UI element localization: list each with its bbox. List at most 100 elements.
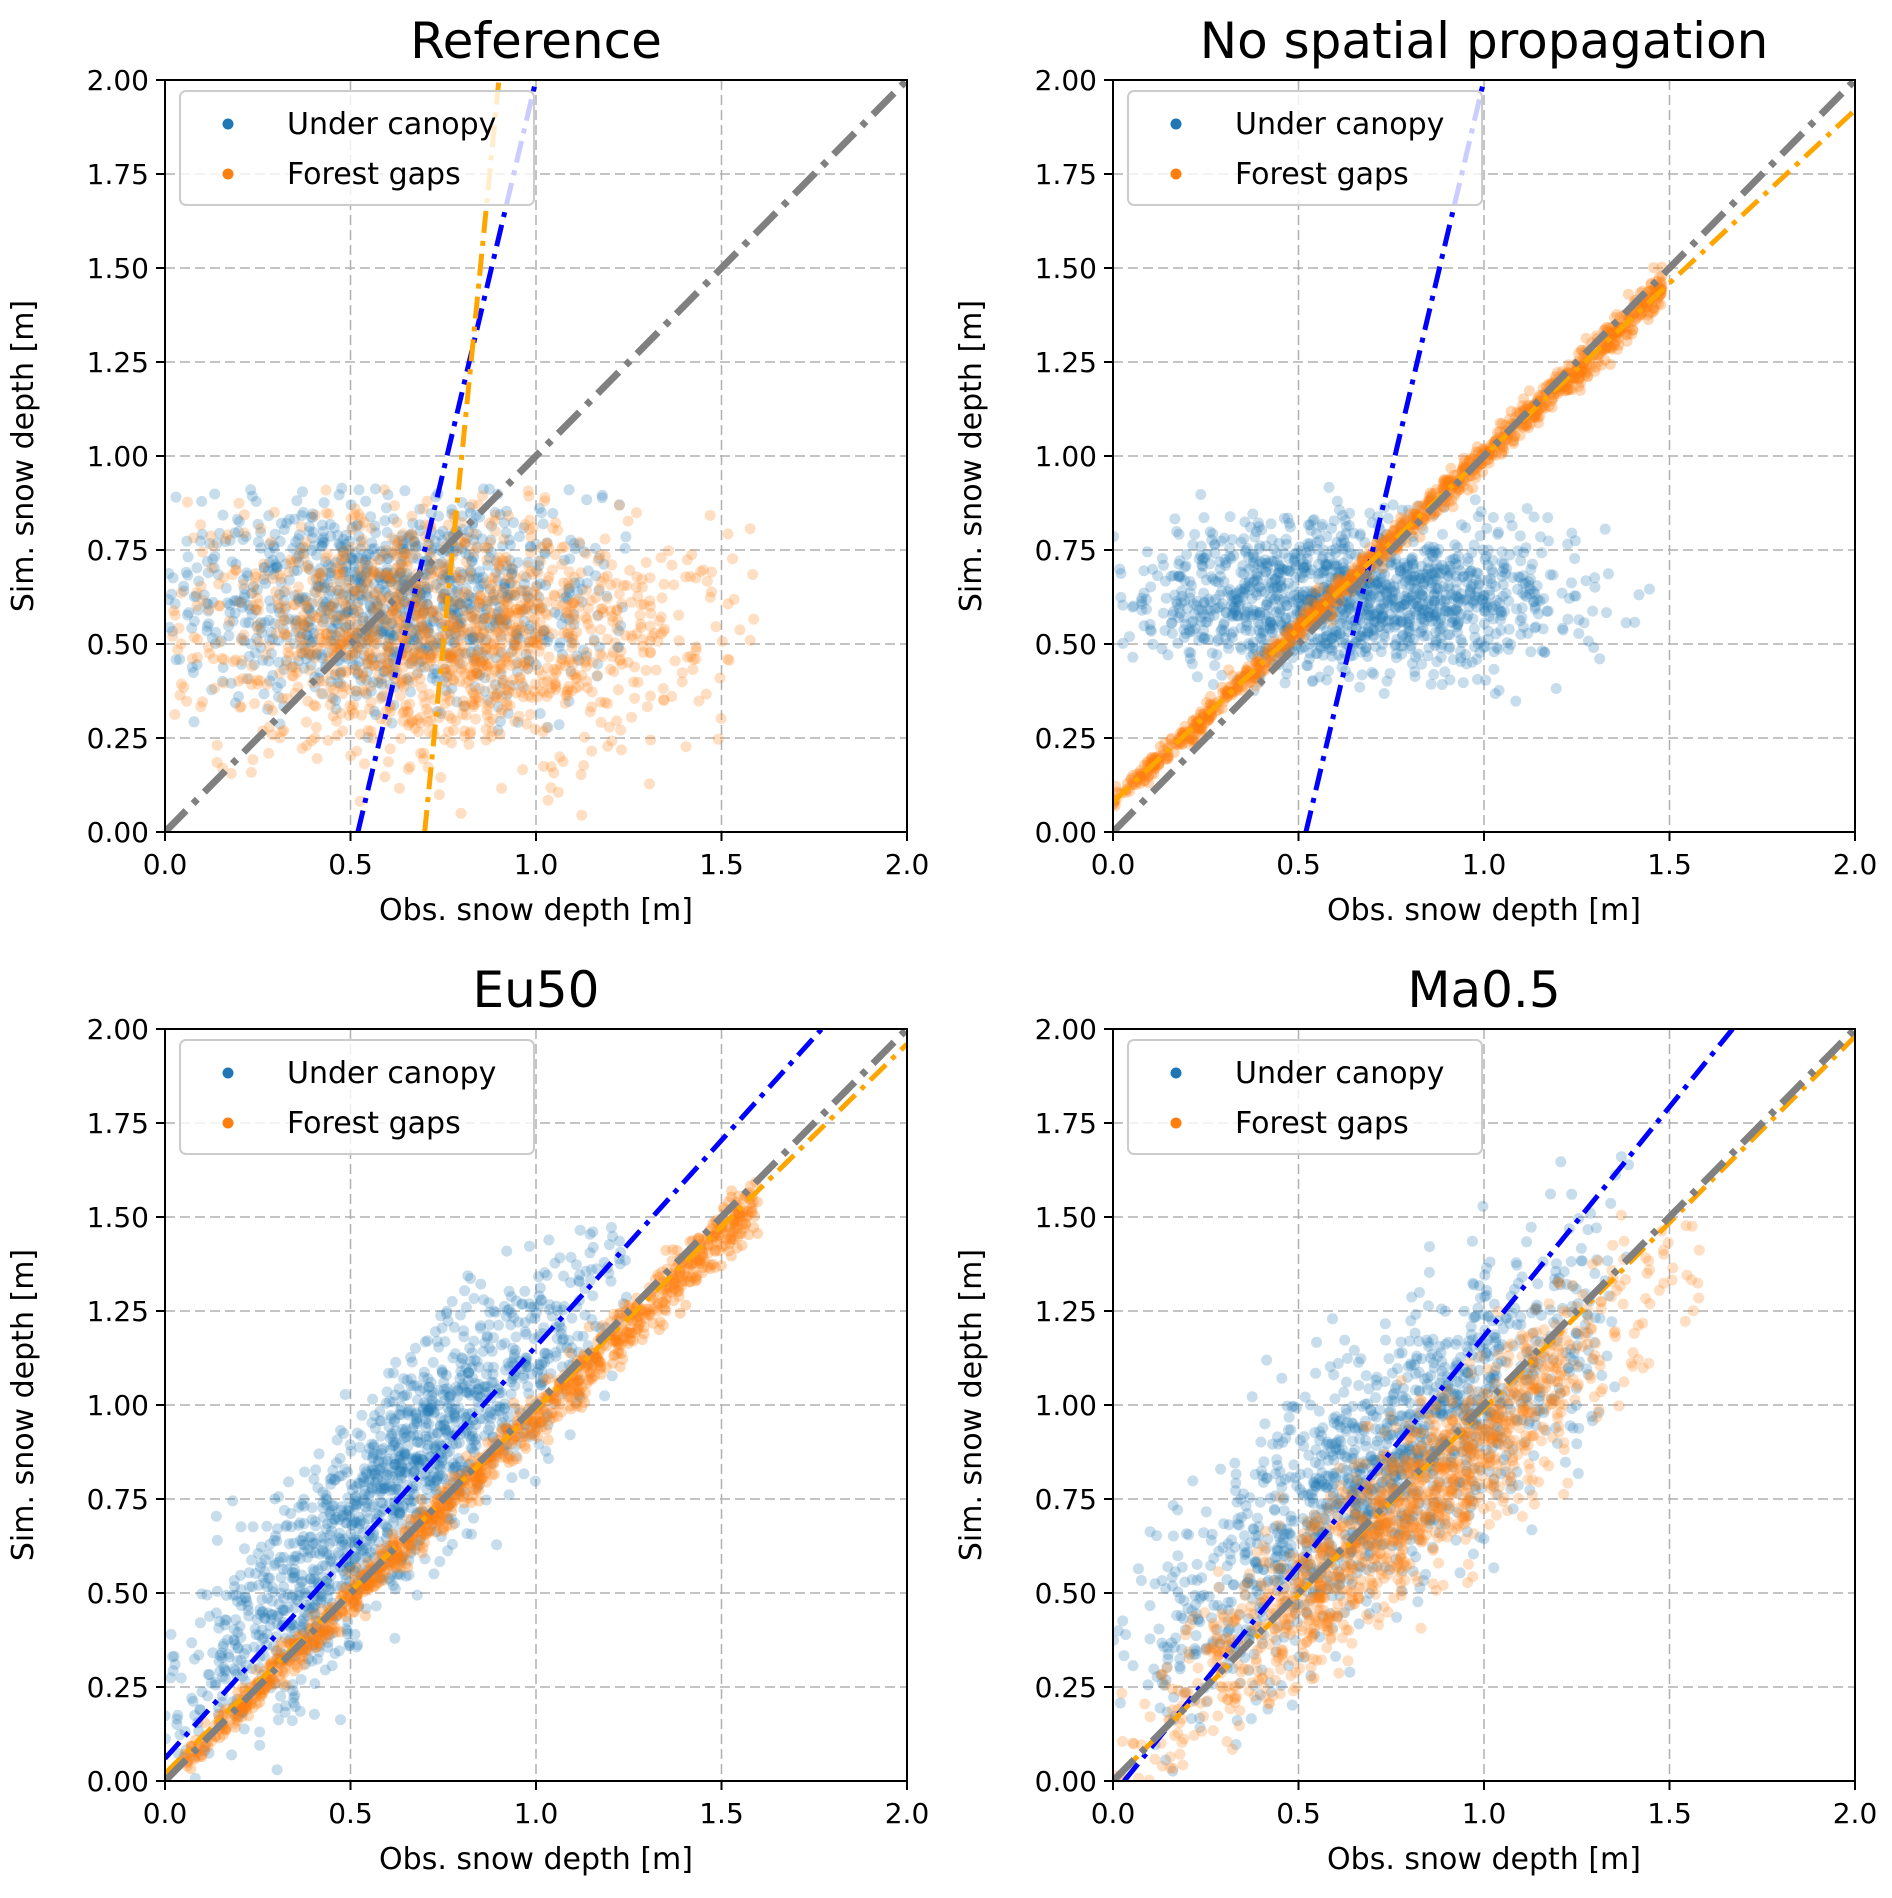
scatter-point — [670, 656, 681, 667]
scatter-point — [1184, 593, 1195, 604]
scatter-point — [602, 593, 613, 604]
scatter-point — [313, 596, 324, 607]
scatter-point — [301, 536, 312, 547]
scatter-point — [587, 686, 598, 697]
x-tick-label: 0.5 — [1276, 848, 1321, 881]
scatter-point — [296, 642, 307, 653]
scatter-point — [486, 595, 497, 606]
scatter-point — [346, 513, 357, 524]
scatter-point — [702, 576, 713, 587]
scatter-point — [472, 595, 483, 606]
scatter-point — [569, 611, 580, 622]
scatter-point — [279, 628, 290, 639]
scatter-point — [223, 630, 234, 641]
scatter-point — [745, 523, 756, 534]
scatter-point — [677, 676, 688, 687]
scatter-point — [168, 572, 179, 583]
scatter-point — [1416, 613, 1427, 624]
scatter-point — [1216, 624, 1227, 635]
scatter-point — [663, 545, 674, 556]
scatter-point — [715, 673, 726, 684]
scatter-point — [1216, 536, 1227, 547]
scatter-point — [306, 735, 317, 746]
scatter-point — [1506, 406, 1517, 417]
scatter-point — [212, 757, 223, 768]
scatter-point — [641, 557, 652, 568]
scatter-point — [1605, 359, 1616, 370]
scatter-point — [318, 676, 329, 687]
scatter-point — [1253, 517, 1264, 528]
scatter-point — [182, 570, 193, 581]
scatter-point — [167, 631, 178, 642]
scatter-point — [237, 655, 248, 666]
scatter-point — [626, 630, 637, 641]
scatter-point — [535, 686, 546, 697]
scatter-point — [407, 717, 418, 728]
scatter-point — [350, 627, 361, 638]
scatter-point — [357, 541, 368, 552]
scatter-point — [382, 664, 393, 675]
scatter-point — [295, 547, 306, 558]
scatter-point — [323, 509, 334, 520]
scatter-point — [1533, 412, 1544, 423]
scatter-point — [1602, 341, 1613, 352]
scatter-point — [191, 562, 202, 573]
scatter-point — [1470, 591, 1481, 602]
y-tick-label: 0.00 — [1035, 816, 1097, 849]
scatter-point — [745, 635, 756, 646]
scatter-point — [1229, 594, 1240, 605]
scatter-point — [602, 570, 613, 581]
scatter-point — [498, 604, 509, 615]
scatter-point — [538, 518, 549, 529]
scatter-point — [580, 548, 591, 559]
scatter-point — [525, 547, 536, 558]
scatter-point — [681, 741, 692, 752]
scatter-point — [613, 684, 624, 695]
scatter-point — [734, 624, 745, 635]
scatter-point — [214, 600, 225, 611]
scatter-point — [1566, 577, 1577, 588]
scatter-point — [1603, 568, 1614, 579]
scatter-point — [516, 607, 527, 618]
scatter-point — [450, 640, 461, 651]
scatter-point — [434, 789, 445, 800]
scatter-point — [481, 554, 492, 565]
scatter-point — [359, 758, 370, 769]
scatter-point — [1471, 567, 1482, 578]
scatter-point — [330, 629, 341, 640]
scatter-point — [557, 655, 568, 666]
x-tick-label: 1.5 — [1647, 848, 1692, 881]
scatter-point — [388, 588, 399, 599]
scatter-point — [567, 685, 578, 696]
scatter-point — [1396, 641, 1407, 652]
scatter-point — [206, 531, 217, 542]
scatter-point — [484, 716, 495, 727]
scatter-point — [333, 574, 344, 585]
scatter-point — [312, 612, 323, 623]
scatter-point — [1289, 553, 1300, 564]
scatter-point — [644, 778, 655, 789]
scatter-point — [1581, 333, 1592, 344]
scatter-point — [658, 626, 669, 637]
scatter-point — [585, 595, 596, 606]
scatter-point — [465, 571, 476, 582]
scatter-point — [687, 664, 698, 675]
scatter-point — [281, 585, 292, 596]
scatter-point — [608, 666, 619, 677]
y-tick-label: 0.25 — [1035, 722, 1097, 755]
scatter-point — [620, 531, 631, 542]
scatter-point — [1226, 610, 1237, 621]
scatter-point — [1574, 614, 1585, 625]
scatter-point — [1504, 512, 1515, 523]
scatter-point — [1162, 649, 1173, 660]
scatter-point — [1458, 677, 1469, 688]
scatter-point — [219, 678, 230, 689]
scatter-point — [350, 503, 361, 514]
scatter-point — [574, 537, 585, 548]
scatter-point — [1115, 592, 1126, 603]
scatter-point — [642, 701, 653, 712]
scatter-point — [389, 500, 400, 511]
